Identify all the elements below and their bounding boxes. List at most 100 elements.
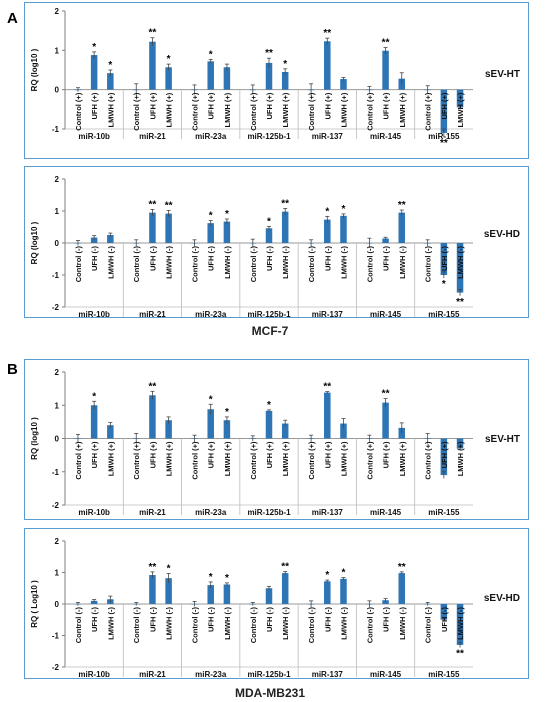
y-tick-label: -1 [52,125,60,134]
category-label: miR-145 [370,508,402,517]
category-label: miR-137 [312,310,344,319]
treatment-label: Control (-) [191,246,200,283]
treatment-label: UFH (+) [207,92,216,119]
significance-star: * [92,42,96,53]
treatment-label: UFH (-) [265,607,274,632]
treatment-label: LMWH (-) [223,246,232,279]
treatment-label: UFH (-) [382,246,391,271]
chart-panel-a-hd: RQ (log10 ) -2 -1 0 1 2 miR-10b Control (-) UFH … [24,166,529,319]
treatment-label: Control (-) [74,607,83,644]
bar [340,79,347,90]
significance-star: ** [323,28,331,39]
bar [149,395,156,439]
significance-star: * [209,394,213,405]
bar [281,423,289,439]
bar [382,50,389,90]
category-label: miR-145 [370,310,402,319]
significance-star: * [225,407,229,418]
section-letter-a: A [7,10,18,27]
bar [382,402,389,439]
treatment-label: Control (+) [365,441,374,480]
treatment-label: UFH (+) [265,441,274,468]
significance-star: ** [149,381,157,392]
treatment-label: UFH (+) [148,441,157,468]
treatment-label: LMWH (+) [281,441,290,476]
bar [324,41,331,90]
bar [265,62,273,90]
bar [456,438,464,449]
y-tick-label: -2 [52,501,60,510]
treatment-label: Control (-) [365,607,374,644]
treatment-label: Control (-) [424,246,433,283]
bar [281,573,289,604]
treatment-label: LMWH (-) [281,607,290,640]
treatment-label: UFH (+) [382,441,391,468]
bar [281,211,289,243]
category-label: miR-155 [428,310,460,319]
significance-star: * [342,204,346,215]
treatment-label: Control (+) [249,92,258,131]
bar [440,438,448,476]
treatment-label: UFH (+) [382,92,391,119]
treatment-label: Control (-) [132,607,141,644]
chart-svg: RQ (log10 ) -2 -1 0 1 2 miR-10b Control (+) * UFH… [30,368,473,517]
bar [340,578,347,604]
bar [223,67,231,90]
significance-star: ** [281,562,289,573]
bar [265,588,273,604]
treatment-label: LMWH (-) [398,246,407,279]
category-label: miR-21 [139,132,166,141]
treatment-label: LMWH (-) [339,607,348,640]
y-tick-label: 2 [55,175,60,184]
significance-star: * [267,216,271,227]
significance-star: * [209,49,213,60]
category-label: miR-10b [78,310,110,319]
significance-star: * [92,391,96,402]
treatment-label: LMWH (+) [223,441,232,476]
category-label: miR-155 [428,670,460,679]
category-label: miR-21 [139,310,166,319]
significance-star: * [167,563,171,574]
treatment-label: LMWH (+) [165,92,174,127]
bar [382,238,389,243]
significance-star: * [167,54,171,65]
treatment-label: Control (-) [249,607,258,644]
treatment-label: Control (+) [249,441,258,480]
treatment-label: UFH (+) [148,92,157,119]
panel-tag: sEV-HD [483,229,520,240]
bar [382,600,389,604]
treatment-label: UFH (-) [90,246,99,271]
y-tick-label: 2 [55,537,60,546]
category-label: miR-10b [78,670,110,679]
panel-tag: sEV-HT [484,69,520,80]
treatment-label: Control (+) [132,441,141,480]
significance-star: * [325,570,329,581]
bar [207,223,214,243]
significance-star: * [283,59,287,70]
y-tick-label: 2 [55,368,60,377]
bar [456,243,464,293]
category-label: miR-155 [428,508,460,517]
significance-star: ** [165,200,173,211]
significance-star: * [442,279,446,290]
treatment-label: Control (+) [74,441,83,480]
treatment-label: LMWH (+) [281,92,290,127]
treatment-label: LMWH (+) [398,92,407,127]
y-tick-label: 1 [55,207,60,216]
treatment-label: LMWH (+) [456,92,465,127]
treatment-label: UFH (-) [440,246,449,271]
category-label: miR-125b-1 [247,132,291,141]
chart-panel-a-ht: RQ (log10 ) -1 0 1 2 miR-10b Control (+) * UFH (… [24,2,529,159]
bar [281,71,289,90]
significance-star: ** [440,138,448,149]
y-tick-label: 2 [55,7,60,16]
significance-star: * [342,568,346,579]
treatment-label: Control (+) [191,92,200,131]
treatment-label: Control (-) [191,607,200,644]
significance-star: ** [149,562,157,573]
treatment-label: LMWH (-) [339,246,348,279]
treatment-label: Control (+) [307,92,316,131]
treatment-label: UFH (-) [323,607,332,632]
bar [324,219,331,243]
